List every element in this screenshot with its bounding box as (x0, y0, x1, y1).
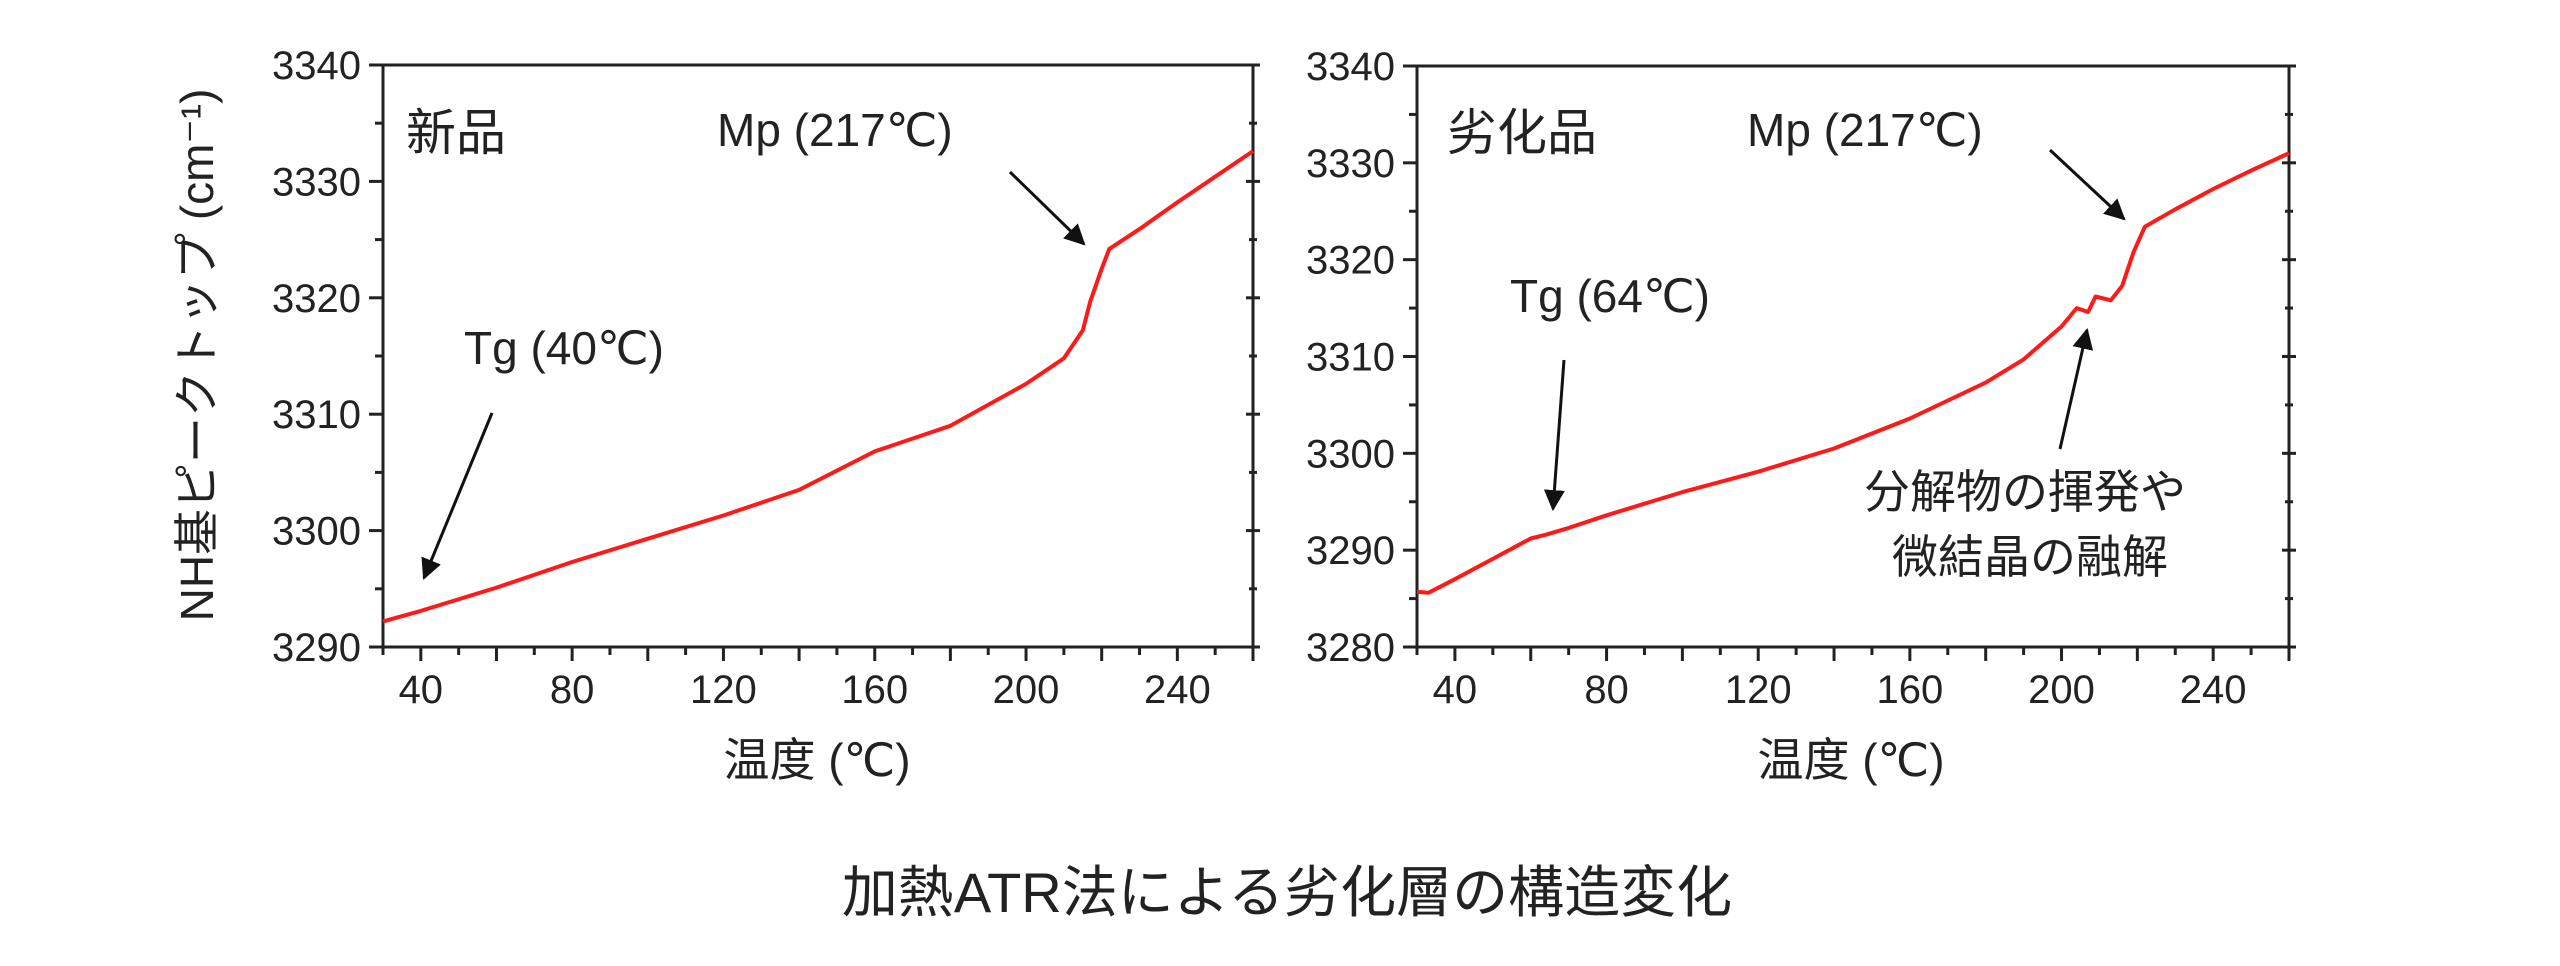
y-tick-label: 3290 (1306, 529, 1395, 573)
y-axis-label: NH基ピークトップ (cm⁻¹) (171, 89, 223, 622)
y-tick-label: 3340 (272, 44, 361, 88)
x-tick-label: 160 (1876, 668, 1943, 712)
x-tick-label: 40 (1433, 668, 1478, 712)
arrow-tg-degraded (1543, 359, 1566, 512)
x-tick-label: 40 (399, 668, 444, 712)
y-tick-label: 3280 (1306, 626, 1395, 670)
x-tick-label: 200 (993, 668, 1060, 712)
y-tick-label: 3310 (1306, 336, 1395, 380)
annotation-mp-degraded: Mp (217℃) (1747, 104, 1983, 156)
arrow-tg-new (421, 412, 494, 580)
x-tick-label: 120 (690, 668, 757, 712)
annotation-tg-degraded: Tg (64℃) (1510, 270, 1710, 322)
x-tick-label: 240 (2180, 668, 2247, 712)
y-tick-label: 3320 (1306, 239, 1395, 283)
arrow-mp-new (1008, 170, 1086, 246)
annotation-mp-new: Mp (217℃) (717, 104, 953, 156)
x-tick-label: 200 (2028, 668, 2095, 712)
y-tick-label: 3330 (1306, 142, 1395, 186)
panel-label-degraded: 劣化品 (1447, 105, 1597, 161)
data-series-line (382, 149, 1255, 624)
y-tick-label: 3300 (1306, 432, 1395, 476)
annotation-decomposition-line2: 微結晶の融解 (1892, 531, 2168, 583)
panel-label-new: 新品 (406, 105, 506, 161)
arrow-decomposition (2058, 327, 2094, 450)
figure-title: 加熱ATR法による劣化層の構造変化 (842, 861, 1732, 924)
x-tick-label: 160 (841, 668, 908, 712)
chart-new-sample: 40 80 120 160 200 240 3290 3300 3310 3320 3330 3340 (272, 44, 1260, 712)
x-axis-label-degraded: 温度 (℃) (1757, 734, 1944, 786)
x-tick-label: 240 (1144, 668, 1211, 712)
chart-degraded-sample: 40 80 120 160 200 240 3280 3290 3300 3310 3320 3330… (1306, 45, 2296, 712)
y-tick-label: 3300 (272, 510, 361, 554)
annotation-decomposition-line1: 分解物の揮発や (1864, 466, 2186, 518)
data-series-line (1416, 151, 2290, 595)
y-tick-label: 3310 (272, 393, 361, 437)
x-tick-label: 80 (1584, 668, 1629, 712)
x-tick-label: 80 (550, 668, 595, 712)
annotation-tg-new: Tg (40℃) (464, 322, 664, 374)
arrow-mp-degraded (2048, 148, 2126, 221)
y-tick-label: 3320 (272, 277, 361, 321)
y-tick-label: 3330 (272, 160, 361, 204)
x-tick-label: 120 (1725, 668, 1792, 712)
y-tick-label: 3340 (1306, 45, 1395, 89)
y-tick-label: 3290 (272, 626, 361, 670)
x-axis-label-new: 温度 (℃) (723, 734, 910, 786)
